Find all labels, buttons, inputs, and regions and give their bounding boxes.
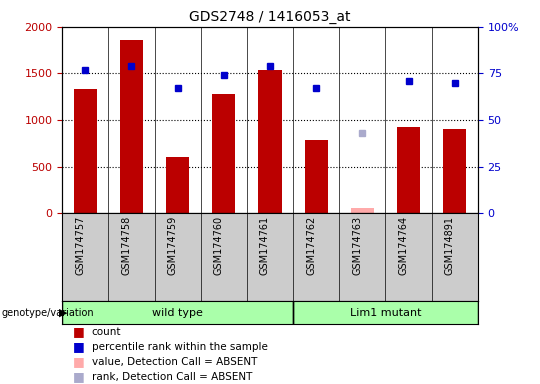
Bar [443,129,467,213]
Bar [120,40,143,213]
Text: percentile rank within the sample: percentile rank within the sample [92,342,268,352]
Text: ■: ■ [73,370,85,383]
Text: ■: ■ [73,355,85,368]
Title: GDS2748 / 1416053_at: GDS2748 / 1416053_at [189,10,351,25]
Text: GSM174764: GSM174764 [399,216,409,275]
Text: GSM174757: GSM174757 [75,216,85,275]
Bar [305,139,328,213]
Text: wild type: wild type [152,308,203,318]
Bar [397,126,420,213]
Text: GSM174762: GSM174762 [306,216,316,275]
Text: ▶: ▶ [59,308,68,318]
Bar [73,89,97,213]
Text: value, Detection Call = ABSENT: value, Detection Call = ABSENT [92,357,257,367]
Text: ■: ■ [73,340,85,353]
Text: GSM174758: GSM174758 [122,216,131,275]
Text: Lim1 mutant: Lim1 mutant [350,308,421,318]
Text: GSM174891: GSM174891 [445,216,455,275]
Bar [351,207,374,213]
Bar [166,157,189,213]
Text: GSM174760: GSM174760 [214,216,224,275]
Text: GSM174759: GSM174759 [167,216,178,275]
Text: count: count [92,327,122,337]
Bar [259,70,281,213]
Text: ■: ■ [73,325,85,338]
Text: GSM174763: GSM174763 [353,216,362,275]
Text: rank, Detection Call = ABSENT: rank, Detection Call = ABSENT [92,372,252,382]
Text: GSM174761: GSM174761 [260,216,270,275]
Text: genotype/variation: genotype/variation [1,308,94,318]
Bar [212,94,235,213]
